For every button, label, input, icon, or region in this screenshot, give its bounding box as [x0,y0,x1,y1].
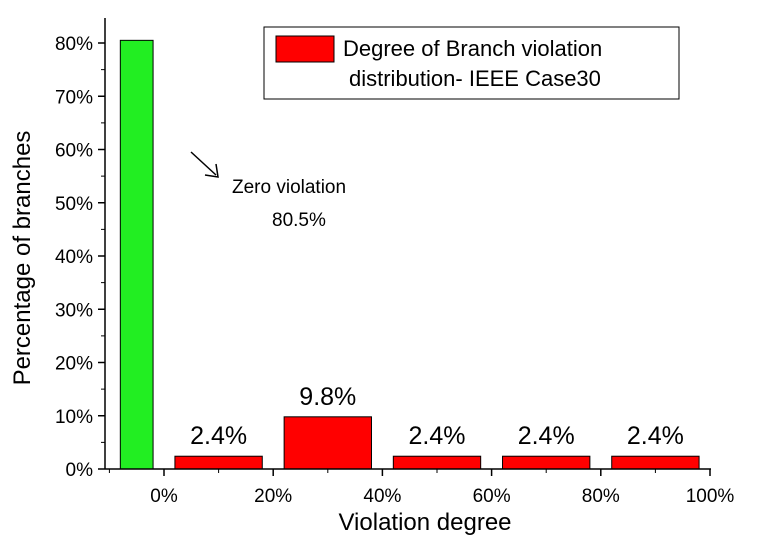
x-tick-label-1: 20% [254,486,292,507]
y-tick-label-7: 70% [55,87,93,108]
y-tick-label-4: 40% [55,247,93,268]
x-tick-label-4: 80% [582,486,620,507]
y-tick-label-5: 50% [55,194,93,215]
annotation-line-2: 80.5% [272,210,326,231]
y-tick-label-2: 20% [55,354,93,375]
y-tick-label-1: 10% [55,407,93,428]
bar-label-3: 2.4% [409,422,466,450]
y-tick-label-3: 30% [55,300,93,321]
y-axis-title: Percentage of branches [9,131,36,386]
x-tick-labels: 0% 20% 40% 60% 80% 100% [150,486,734,507]
x-axis-title: Violation degree [338,509,511,536]
annotation-arrow-icon [190,151,217,176]
bar-0 [119,39,154,470]
y-tick-label-0: 0% [66,460,94,481]
y-tick-label-6: 60% [55,141,93,162]
annotation-arrowhead-icon [204,163,219,178]
legend-swatch [275,35,335,63]
y-tick-labels: 0% 10% 20% 30% 40% 50% 60% 70% 80% [55,34,93,481]
x-tick-label-5: 100% [686,486,735,507]
legend: Degree of Branch violation distribution-… [263,26,680,100]
y-tick-label-8: 80% [55,34,93,55]
annotation-line-1: Zero violation [232,177,346,198]
bar-label-2: 9.8% [299,383,356,411]
axis-ticks [98,42,711,476]
bar-label-4: 2.4% [518,422,575,450]
x-tick-label-3: 60% [473,486,511,507]
bar-label-5: 2.4% [627,422,684,450]
legend-line-1: Degree of Branch violation [343,36,602,61]
bar-5 [611,455,700,470]
bar-2 [283,416,372,470]
bar-1 [174,455,263,470]
axes-group [104,18,711,470]
legend-line-2: distribution- IEEE Case30 [349,66,601,91]
annotation: Zero violation 80.5% [190,151,346,231]
bar-labels-group: 2.4% 9.8% 2.4% 2.4% 2.4% [190,383,684,450]
x-tick-label-0: 0% [150,486,178,507]
bar-label-1: 2.4% [190,422,247,450]
bars-group [119,39,700,470]
bar-4 [502,455,591,470]
bar-3 [392,455,482,470]
x-tick-label-2: 40% [363,486,401,507]
